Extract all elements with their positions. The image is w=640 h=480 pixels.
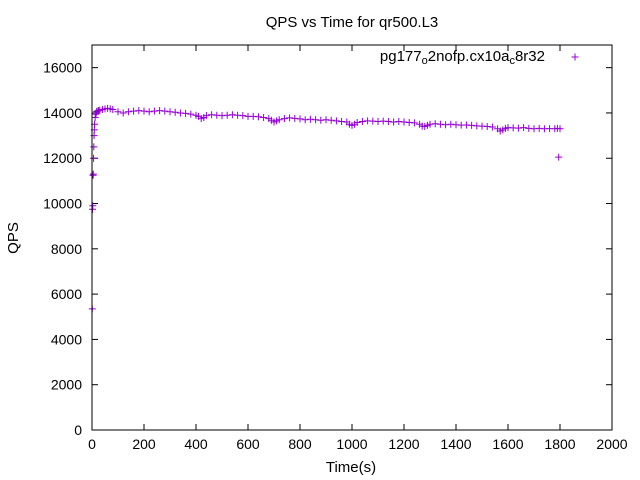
- axis-ticks: 0 200 400 600 800 1000 1200 1400 1600 1800 2000 0 20…: [43, 45, 628, 452]
- data-point: [332, 117, 340, 125]
- x-tick-label: 1200: [388, 436, 419, 452]
- legend-label-part: 2nofp.cx10a: [428, 48, 510, 65]
- data-point: [327, 116, 335, 124]
- chart-title: QPS vs Time for qr500.L3: [266, 14, 439, 31]
- data-point: [145, 108, 153, 116]
- y-axis-label: QPS: [5, 222, 22, 254]
- y-tick-label: 12000: [43, 150, 82, 166]
- y-tick-label: 8000: [51, 241, 82, 257]
- data-point: [91, 113, 99, 121]
- legend-label-part: 8r32: [515, 48, 545, 65]
- y-tick-label: 14000: [43, 105, 82, 121]
- data-point: [140, 107, 148, 115]
- x-tick-label: 600: [236, 436, 260, 452]
- data-point: [187, 110, 195, 118]
- data-point: [410, 119, 418, 127]
- legend-marker: [571, 53, 579, 61]
- legend-label-part: pg177: [380, 48, 422, 65]
- data-point: [520, 124, 528, 132]
- y-tick-label: 4000: [51, 331, 82, 347]
- data-point: [161, 107, 169, 115]
- x-tick-label: 0: [88, 436, 96, 452]
- data-point: [254, 113, 262, 121]
- x-tick-label: 800: [288, 436, 312, 452]
- data-point: [353, 118, 361, 126]
- y-tick-label: 0: [74, 422, 82, 438]
- data-point: [119, 109, 127, 117]
- data-point: [488, 123, 496, 131]
- x-tick-label: 1800: [544, 436, 575, 452]
- x-tick-label: 1400: [440, 436, 471, 452]
- data-point: [114, 108, 122, 116]
- data-point: [260, 113, 268, 121]
- x-tick-label: 1600: [492, 436, 523, 452]
- data-point: [296, 115, 304, 123]
- data-point: [89, 170, 97, 178]
- x-tick-label: 2000: [596, 436, 627, 452]
- data-point: [239, 112, 247, 120]
- legend-label-subscript: o: [422, 55, 428, 67]
- data-point: [109, 106, 117, 114]
- data-point: [90, 154, 98, 162]
- data-point: [275, 116, 283, 124]
- plot-frame: [91, 44, 613, 431]
- data-point: [556, 125, 564, 133]
- data-point: [358, 118, 366, 126]
- data-point: [171, 108, 179, 116]
- legend: pg177o2nofp.cx10ac8r32: [380, 48, 579, 67]
- x-tick-label: 1000: [336, 436, 367, 452]
- x-tick-label: 200: [132, 436, 156, 452]
- legend-marker-symbol: [571, 53, 579, 61]
- data-point: [202, 112, 210, 120]
- legend-label-subscript: c: [509, 55, 515, 67]
- y-tick-label: 2000: [51, 377, 82, 393]
- legend-label: pg177o2nofp.cx10ac8r32: [380, 48, 545, 67]
- y-tick-label: 10000: [43, 196, 82, 212]
- x-axis-label: Time(s): [326, 459, 376, 476]
- data-point: [280, 115, 288, 123]
- data-point: [124, 108, 132, 116]
- data-points: [88, 104, 564, 313]
- data-point: [93, 108, 101, 116]
- y-tick-label: 6000: [51, 286, 82, 302]
- data-point: [90, 143, 98, 151]
- y-tick-label: 16000: [43, 60, 82, 76]
- data-point: [555, 153, 563, 161]
- x-tick-label: 400: [184, 436, 208, 452]
- data-point: [182, 109, 190, 117]
- data-point: [89, 202, 97, 210]
